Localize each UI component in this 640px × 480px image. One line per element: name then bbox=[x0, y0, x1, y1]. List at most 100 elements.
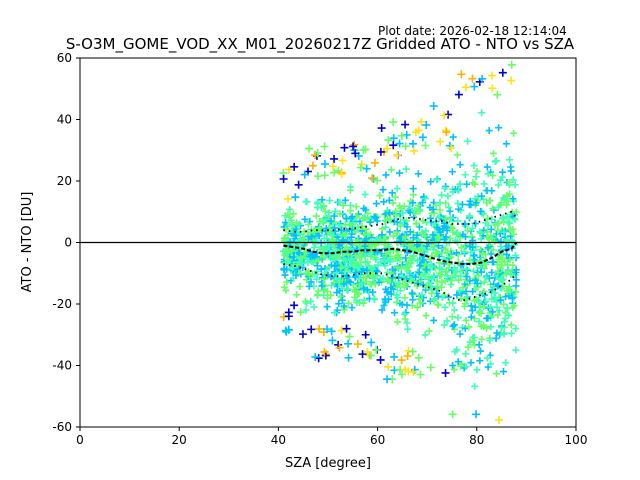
scatter-point bbox=[325, 209, 333, 217]
scatter-point bbox=[361, 330, 370, 339]
scatter-point bbox=[387, 290, 395, 298]
scatter-point bbox=[356, 163, 365, 172]
scatter-point bbox=[358, 350, 367, 359]
scatter-point bbox=[468, 307, 476, 315]
scatter-point bbox=[470, 82, 479, 91]
scatter-point bbox=[410, 252, 418, 260]
scatter-point bbox=[500, 228, 508, 236]
scatter-point bbox=[339, 277, 347, 285]
scatter-points bbox=[279, 60, 520, 424]
scatter-point bbox=[503, 304, 511, 312]
scatter-point bbox=[501, 227, 509, 235]
scatter-point bbox=[436, 137, 445, 146]
scatter-point bbox=[393, 283, 401, 291]
scatter-point bbox=[421, 232, 429, 240]
scatter-point bbox=[393, 229, 401, 237]
scatter-point bbox=[455, 276, 463, 284]
scatter-point bbox=[328, 336, 337, 345]
scatter-point bbox=[461, 324, 469, 332]
scatter-point bbox=[292, 271, 300, 279]
scatter-point bbox=[336, 287, 344, 295]
scatter-point bbox=[328, 162, 337, 171]
scatter-point bbox=[370, 158, 379, 167]
scatter-point bbox=[341, 196, 349, 204]
scatter-point bbox=[319, 217, 327, 225]
scatter-point bbox=[295, 249, 303, 257]
scatter-point bbox=[377, 124, 386, 133]
scatter-point bbox=[495, 282, 503, 290]
scatter-point bbox=[353, 340, 362, 349]
scatter-point bbox=[406, 208, 414, 216]
scatter-point bbox=[453, 151, 461, 159]
x-tick-label: 40 bbox=[271, 433, 286, 447]
scatter-point bbox=[339, 201, 347, 209]
scatter-point bbox=[428, 289, 436, 297]
scatter-point bbox=[418, 228, 426, 236]
scatter-point bbox=[431, 295, 439, 303]
scatter-point bbox=[498, 276, 506, 284]
scatter-point bbox=[325, 242, 333, 250]
scatter-point bbox=[508, 329, 516, 337]
scatter-point bbox=[393, 318, 401, 326]
scatter-point bbox=[320, 171, 329, 180]
scatter-point bbox=[387, 269, 395, 277]
scatter-point bbox=[335, 221, 343, 229]
scatter-point bbox=[282, 225, 290, 233]
scatter-point bbox=[505, 178, 513, 186]
scatter-point bbox=[495, 124, 503, 132]
scatter-point bbox=[331, 309, 339, 317]
scatter-point bbox=[376, 192, 384, 200]
scatter-point bbox=[373, 176, 382, 185]
scatter-point bbox=[488, 71, 497, 80]
scatter-point bbox=[512, 325, 520, 333]
scatter-point bbox=[485, 235, 493, 243]
scatter-point bbox=[492, 334, 500, 342]
scatter-point bbox=[462, 265, 470, 273]
scatter-point bbox=[472, 220, 480, 228]
scatter-point bbox=[449, 361, 457, 369]
scatter-point bbox=[489, 308, 497, 316]
scatter-point bbox=[368, 174, 377, 183]
scatter-point bbox=[370, 213, 378, 221]
scatter-point bbox=[347, 255, 355, 263]
scatter-point bbox=[302, 306, 310, 314]
scatter-point bbox=[433, 224, 441, 232]
scatter-point bbox=[338, 296, 346, 304]
scatter-point bbox=[486, 197, 494, 205]
scatter-point bbox=[304, 220, 312, 228]
scatter-point bbox=[304, 258, 312, 266]
scatter-point bbox=[422, 120, 431, 129]
scatter-point bbox=[434, 233, 442, 241]
scatter-point bbox=[338, 156, 347, 165]
scatter-point bbox=[421, 260, 429, 268]
scatter-point bbox=[327, 327, 336, 336]
scatter-point bbox=[508, 294, 516, 302]
scatter-point bbox=[376, 147, 385, 156]
scatter-point bbox=[324, 288, 332, 295]
scatter-point bbox=[408, 290, 416, 298]
scatter-point bbox=[389, 199, 397, 207]
scatter-point bbox=[472, 173, 480, 181]
scatter-point bbox=[434, 300, 442, 308]
scatter-point bbox=[467, 201, 475, 209]
scatter-point bbox=[356, 253, 364, 261]
scatter-point bbox=[387, 166, 395, 174]
scatter-point bbox=[504, 242, 512, 250]
scatter-point bbox=[402, 165, 410, 173]
scatter-point bbox=[467, 302, 475, 310]
scatter-point bbox=[507, 321, 515, 329]
scatter-point bbox=[469, 288, 477, 296]
scatter-point bbox=[308, 161, 317, 170]
scatter-point bbox=[453, 291, 461, 299]
scatter-point bbox=[320, 287, 328, 295]
scatter-point bbox=[418, 133, 427, 142]
scatter-point bbox=[456, 161, 464, 169]
scatter-point bbox=[461, 302, 469, 310]
scatter-point bbox=[457, 272, 465, 280]
scatter-point bbox=[456, 234, 464, 242]
scatter-point bbox=[459, 284, 467, 292]
scatter-point bbox=[463, 273, 471, 281]
scatter-point bbox=[287, 247, 295, 255]
scatter-point bbox=[432, 238, 440, 246]
scatter-point bbox=[505, 218, 513, 226]
